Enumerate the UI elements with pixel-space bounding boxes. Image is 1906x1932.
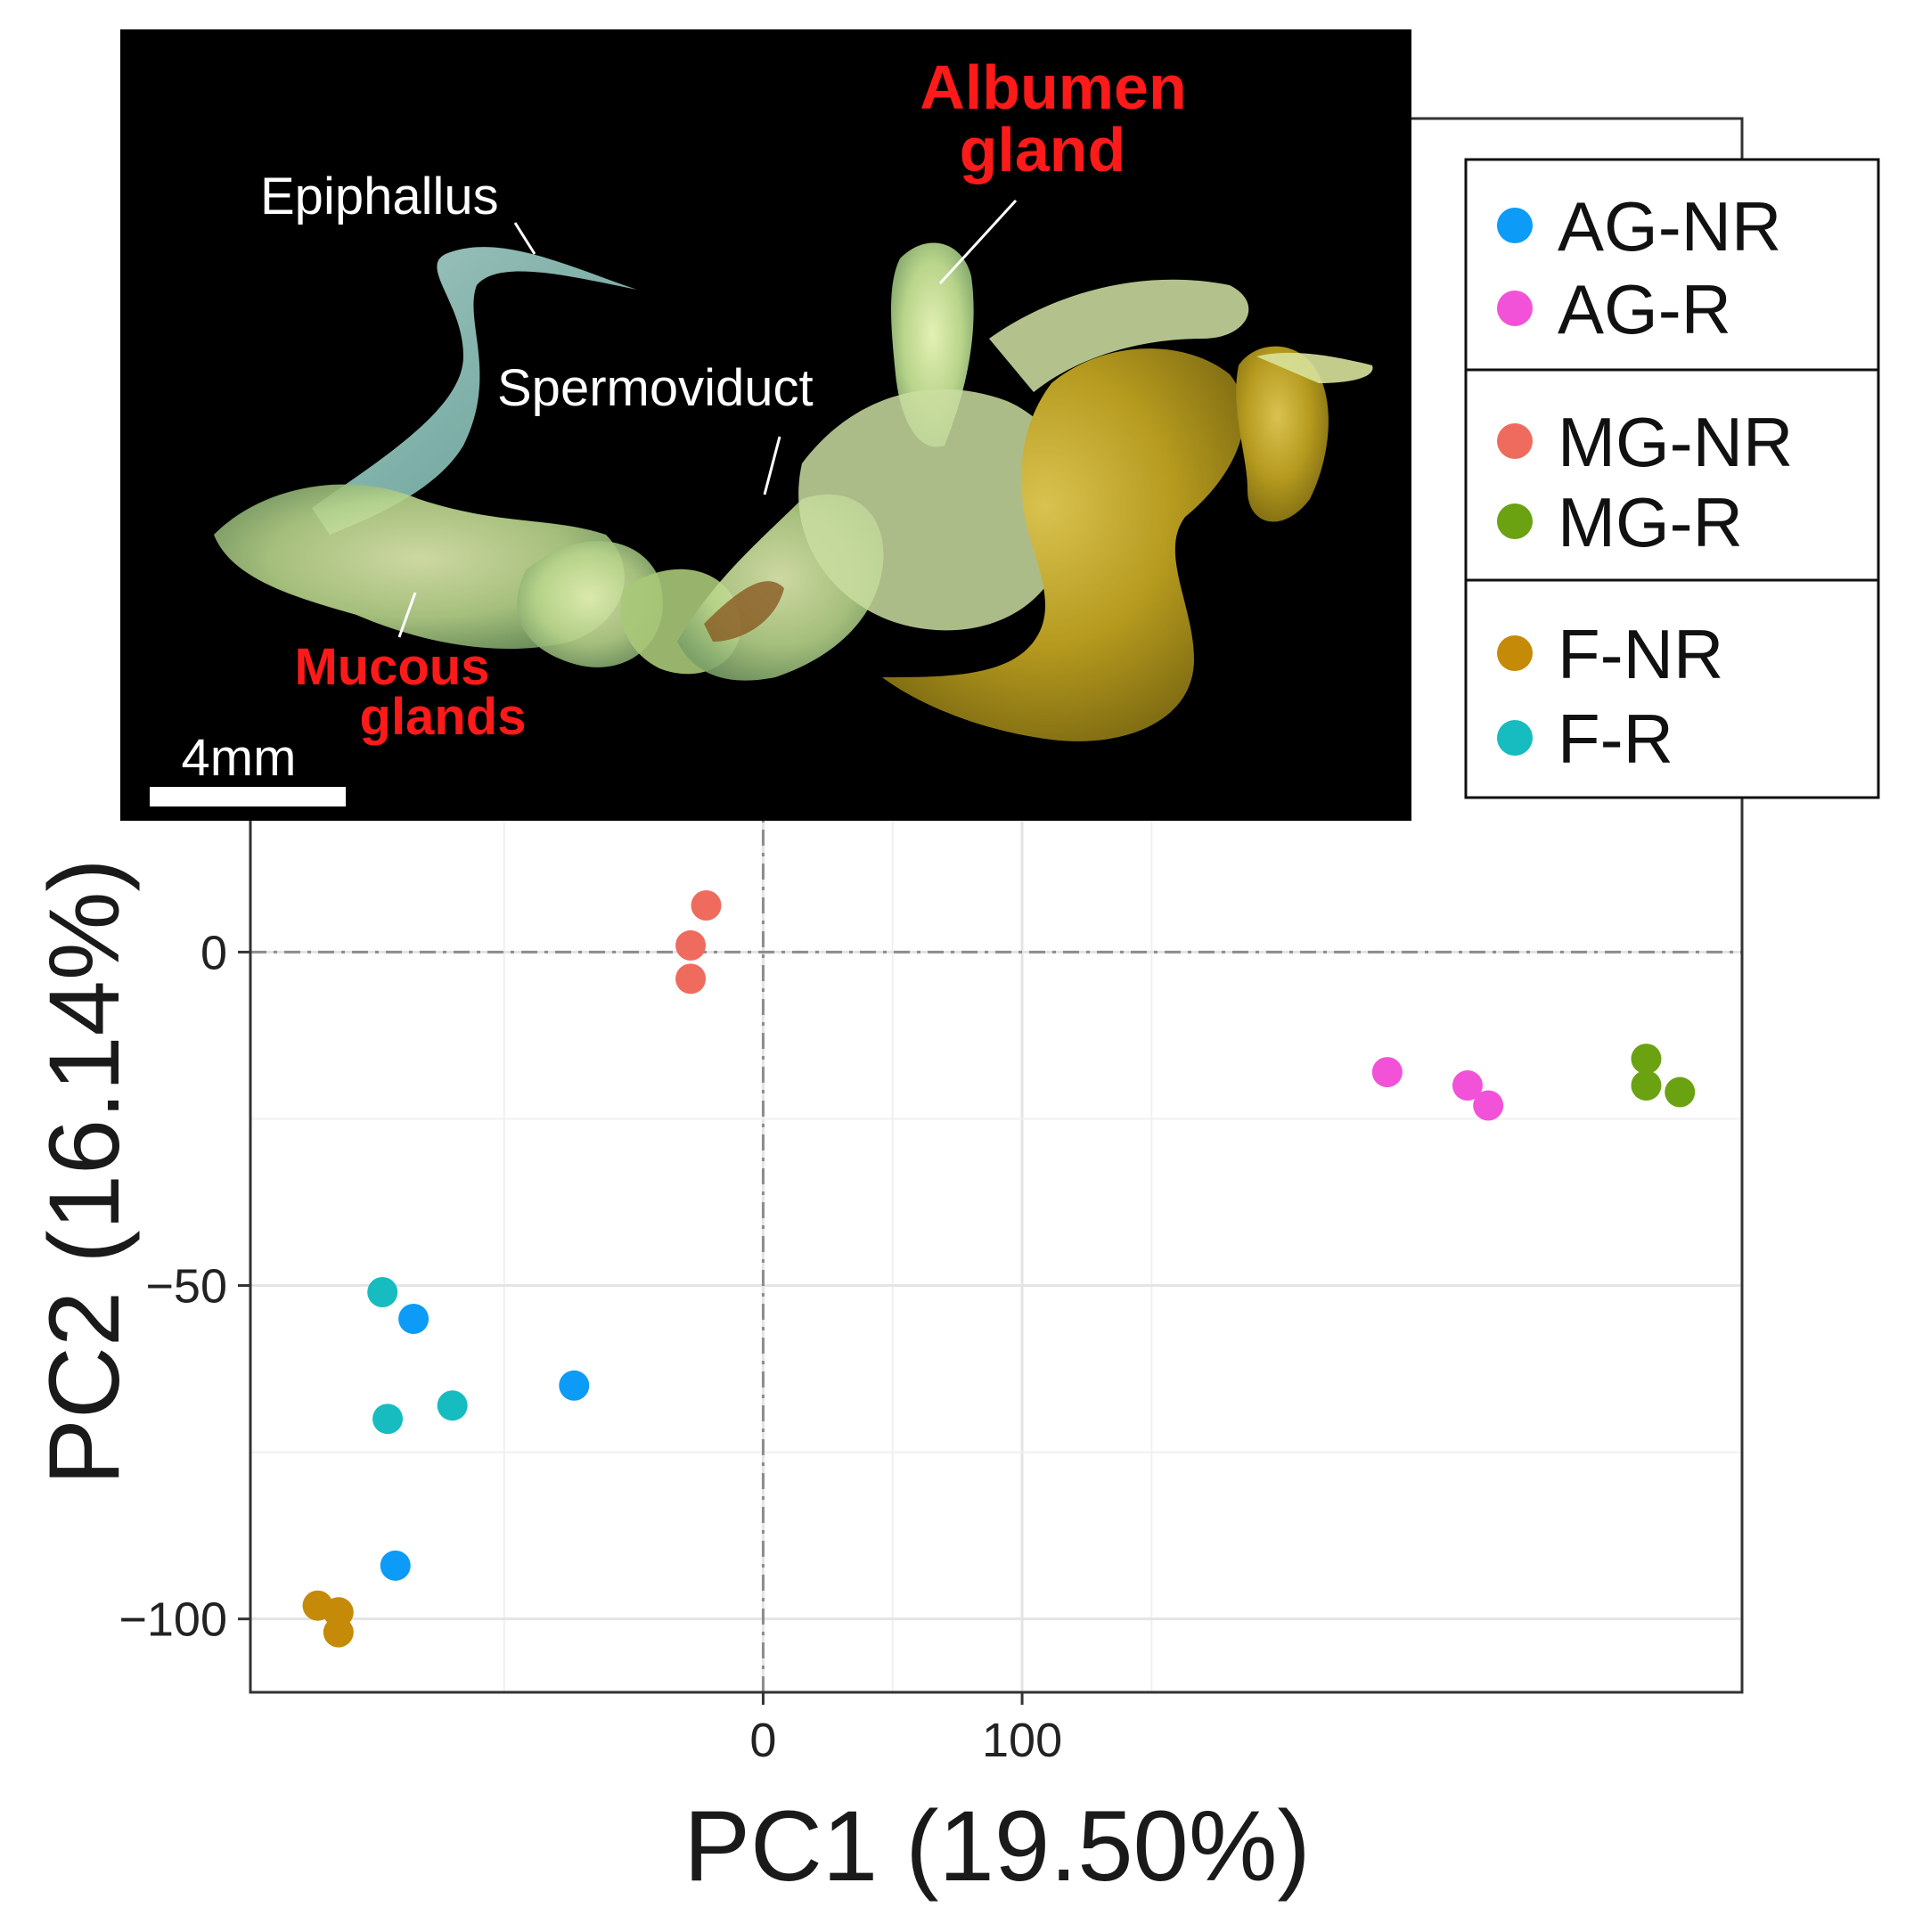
legend-label-mg-nr: MG-NR <box>1558 403 1793 481</box>
scale-bar <box>150 787 346 806</box>
point-ag-r <box>1452 1070 1483 1101</box>
point-f-r <box>437 1390 468 1421</box>
epiphallus-label: Epiphallus <box>260 168 499 225</box>
legend-label-ag-nr: AG-NR <box>1558 187 1781 266</box>
epiphallus-leader-line <box>513 222 536 255</box>
point-f-r <box>372 1404 404 1435</box>
y-tick-label: −100 <box>119 1593 227 1647</box>
x-tick-label: 100 <box>982 1714 1062 1767</box>
y-tick-label: 0 <box>200 926 227 979</box>
x-axis-ticks: 0 100 <box>749 1692 1062 1767</box>
legend-key-f-nr <box>1497 635 1533 671</box>
albumen-leader-line <box>938 199 1018 285</box>
y-tick-label: −50 <box>145 1260 227 1314</box>
spermoviduct-label: Spermoviduct <box>497 359 814 417</box>
point-mg-nr <box>691 890 722 921</box>
point-ag-nr <box>380 1550 411 1581</box>
point-ag-nr <box>559 1370 590 1401</box>
inset-photo: Epiphallus Albumen gland Spermoviduct Mu… <box>120 29 1411 821</box>
legend-box-1 <box>1464 158 1880 372</box>
point-mg-r <box>1665 1077 1696 1108</box>
legend-label-mg-r: MG-R <box>1558 483 1743 561</box>
point-mg-r <box>1631 1070 1662 1101</box>
legend-label-f-nr: F-NR <box>1558 615 1723 693</box>
reproductive-tract-illustration <box>150 242 1373 806</box>
data-points <box>302 890 1696 1648</box>
point-ag-r <box>1371 1057 1403 1088</box>
legend-box-2 <box>1464 368 1880 582</box>
y-axis-label: PC2 (16.14%) <box>29 858 140 1485</box>
point-f-r <box>367 1277 398 1308</box>
point-ag-nr <box>398 1303 429 1334</box>
mucous-glands-label-line2: glands <box>360 688 527 746</box>
y-axis-ticks: 0 −50 −100 <box>119 926 250 1647</box>
point-mg-nr <box>675 963 707 995</box>
legend-label-ag-r: AG-R <box>1558 270 1731 348</box>
legend-key-ag-r <box>1497 291 1533 326</box>
spermoviduct-leader-line <box>763 436 781 495</box>
x-tick-label: 0 <box>749 1714 776 1767</box>
mucous-glands-label-line1: Mucous <box>294 638 489 696</box>
scale-bar-label: 4mm <box>182 729 297 787</box>
mucous-leader-line <box>397 592 417 638</box>
albumen-gland-label-line1: Albumen <box>920 53 1186 122</box>
legend-box-3 <box>1464 578 1880 799</box>
point-mg-nr <box>675 929 707 961</box>
albumen-gland-label-line2: gland <box>960 115 1126 184</box>
point-ag-r <box>1473 1090 1504 1121</box>
legend-key-mg-r <box>1497 503 1533 539</box>
point-mg-r <box>1631 1044 1662 1075</box>
legend-key-ag-nr <box>1497 208 1533 243</box>
x-axis-label: PC1 (19.50%) <box>683 1790 1310 1902</box>
legend-key-f-r <box>1497 720 1533 756</box>
point-f-nr <box>323 1617 354 1648</box>
legend-label-f-r: F-R <box>1558 700 1673 778</box>
legend-key-mg-nr <box>1497 423 1533 459</box>
